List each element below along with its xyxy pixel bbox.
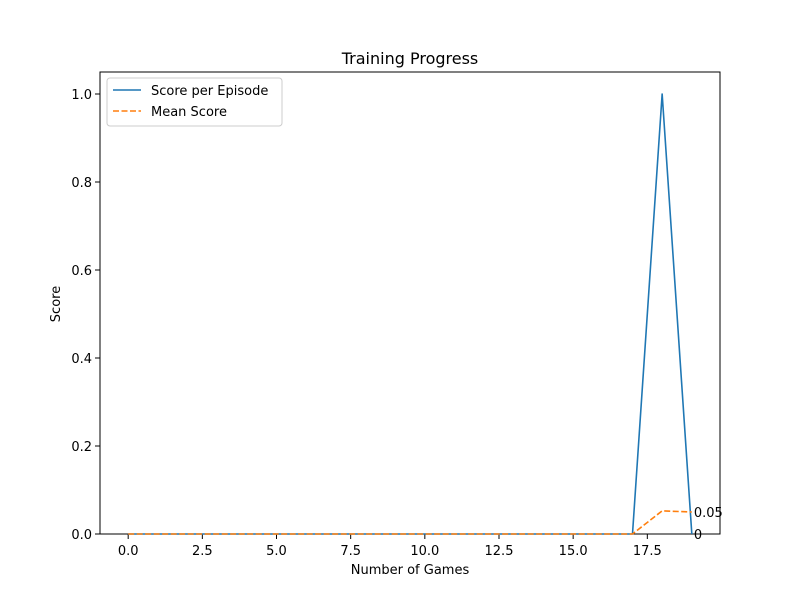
x-axis-ticks: 0.0 2.5 5.0 7.5 10.0 12.5 15.0 17.5 xyxy=(118,534,662,559)
y-tick-label: 0.6 xyxy=(71,264,92,279)
chart-title: Training Progress xyxy=(341,49,479,68)
x-tick-label: 12.5 xyxy=(485,544,514,559)
x-tick-label: 10.0 xyxy=(410,544,439,559)
series-line-mean-score xyxy=(128,510,692,535)
y-tick-label: 0.4 xyxy=(71,352,92,367)
y-tick-label: 0.8 xyxy=(71,176,92,191)
x-tick-label: 2.5 xyxy=(192,544,213,559)
y-tick-label: 1.0 xyxy=(71,88,92,103)
legend: Score per Episode Mean Score xyxy=(106,77,283,127)
series-lines xyxy=(128,93,693,535)
legend-entry: Mean Score xyxy=(151,105,227,120)
x-tick-label: 5.0 xyxy=(266,544,287,559)
x-axis-label: Number of Games xyxy=(351,563,470,578)
y-axis-ticks: 0.0 0.2 0.4 0.6 0.8 1.0 xyxy=(71,88,100,543)
data-label: 0 xyxy=(694,528,702,543)
x-tick-label: 7.5 xyxy=(340,544,361,559)
x-tick-label: 17.5 xyxy=(633,544,662,559)
x-tick-label: 15.0 xyxy=(559,544,588,559)
y-tick-label: 0.0 xyxy=(71,528,92,543)
y-axis-label: Score xyxy=(49,286,64,322)
legend-entry: Score per Episode xyxy=(151,84,268,99)
data-labels: 0.05 0 xyxy=(694,506,723,543)
y-tick-label: 0.2 xyxy=(71,440,92,455)
data-label: 0.05 xyxy=(694,506,723,521)
x-tick-label: 0.0 xyxy=(118,544,139,559)
legend-box xyxy=(106,77,283,127)
